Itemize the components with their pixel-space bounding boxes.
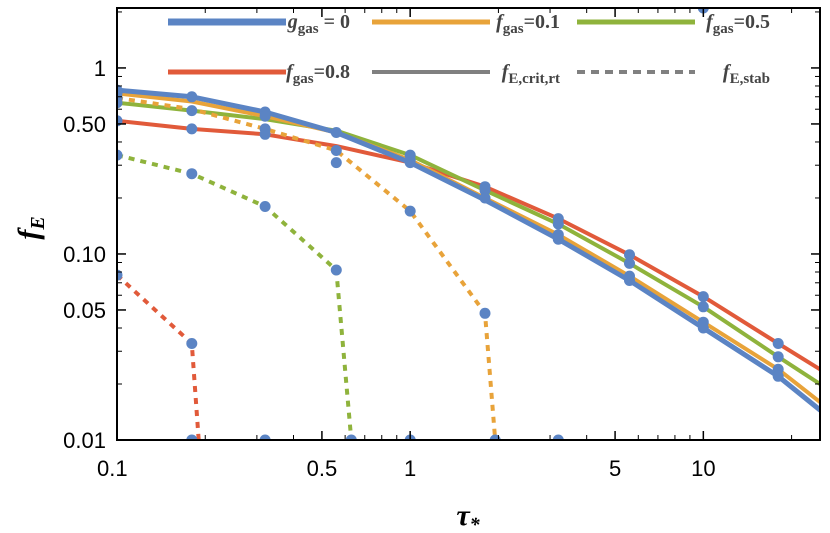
- y-tick-label-2: 0.10: [63, 242, 106, 267]
- data-point-20: [330, 145, 342, 156]
- legend-label-5: fE,stab: [723, 61, 770, 87]
- legend-label-main: f: [496, 11, 505, 33]
- legend-label-sub: E,crit,rt: [508, 71, 560, 87]
- legend-label-sub: gas: [298, 21, 319, 37]
- data-point-26: [404, 157, 416, 169]
- data-point-44: [697, 301, 709, 313]
- data-point-35: [552, 218, 564, 230]
- data-point-48: [772, 338, 784, 349]
- x-axis-label-sub: *: [470, 514, 481, 533]
- legend-label-rest: = 0: [319, 11, 350, 33]
- plot-frame: [116, 7, 821, 441]
- series-line-5: [117, 153, 354, 440]
- series-line-3: [117, 87, 820, 413]
- x-tick-label-0: 0.1: [97, 456, 128, 481]
- legend-label-4: fE,crit,rt: [502, 61, 560, 87]
- data-point-39: [624, 249, 635, 261]
- data-point-14: [259, 110, 271, 122]
- data-point-18: [259, 434, 271, 440]
- data-point-32: [479, 307, 491, 319]
- data-point-16: [259, 128, 271, 140]
- legend-label-1: fgas=0.1: [496, 11, 560, 37]
- legend-label-sub: gas: [293, 71, 314, 87]
- series-line-1: [117, 100, 820, 386]
- data-point-19: [330, 127, 342, 138]
- data-point-40: [624, 257, 635, 269]
- legend-label-sub: gas: [503, 21, 524, 37]
- data-point-30: [479, 184, 491, 196]
- legend-label-sub: gas: [713, 21, 734, 37]
- data-point-42: [624, 275, 635, 286]
- data-point-3: [117, 97, 123, 109]
- y-axis-label-sub: E: [27, 216, 49, 230]
- data-point-43: [697, 291, 709, 303]
- axis-ticks: 0.1 0.5 1 5 10 0.01 0.05 0.10 0.50 1: [63, 8, 820, 481]
- legend-label-2: fgas=0.5: [706, 11, 770, 37]
- x-tick-label-2: 1: [404, 456, 416, 481]
- series-line-4: [117, 95, 498, 440]
- data-point-17: [259, 201, 271, 212]
- data-point-46: [697, 322, 709, 334]
- data-point-8: [186, 105, 198, 117]
- y-tick-label-1: 0.05: [63, 298, 106, 323]
- legend-label-3: fgas=0.8: [286, 61, 350, 87]
- data-point-22: [330, 264, 342, 276]
- y-axis-label: fE: [12, 216, 49, 239]
- x-tick-label-3: 5: [609, 456, 621, 481]
- series-line-0: [117, 118, 820, 372]
- data-point-5: [117, 149, 123, 161]
- data-point-37: [552, 233, 564, 245]
- y-tick-label-0: 0.01: [63, 428, 106, 453]
- data-point-27: [404, 205, 416, 217]
- x-tick-label-1: 0.5: [307, 456, 338, 481]
- data-point-49: [772, 351, 784, 363]
- data-point-31: [479, 192, 491, 204]
- legend-label-rest: =0.8: [314, 61, 350, 83]
- legend-label-sub: E,stab: [730, 71, 770, 87]
- x-axis-label-main: τ: [456, 499, 471, 532]
- y-tick-label-3: 0.50: [63, 112, 106, 137]
- legend-label-0: ggas = 0: [287, 11, 350, 37]
- data-point-38: [552, 434, 564, 440]
- legend-label-main: g: [287, 11, 298, 33]
- legend-label-main: f: [706, 11, 715, 33]
- legend-label-rest: =0.1: [524, 11, 560, 33]
- data-point-10: [186, 168, 198, 180]
- data-point-23: [345, 434, 357, 440]
- series-line-2: [117, 91, 820, 404]
- series-line-6: [117, 273, 201, 440]
- legend-label-main: f: [286, 61, 295, 83]
- data-point-7: [186, 91, 198, 103]
- legend-label-main: f: [723, 61, 732, 83]
- data-point-21: [330, 157, 342, 169]
- data-point-9: [186, 123, 198, 135]
- data-point-12: [186, 434, 198, 440]
- y-axis-label-main: f: [12, 227, 45, 240]
- x-axis-label: τ*: [456, 499, 480, 533]
- plot-markers: [117, 8, 784, 440]
- x-tick-label-4: 10: [691, 456, 715, 481]
- data-point-11: [186, 338, 198, 349]
- plot-series: [117, 87, 820, 440]
- legend-label-rest: =0.5: [734, 11, 770, 33]
- y-tick-label-4: 1: [94, 56, 106, 81]
- data-point-51: [772, 370, 784, 382]
- legend-label-main: f: [502, 61, 511, 83]
